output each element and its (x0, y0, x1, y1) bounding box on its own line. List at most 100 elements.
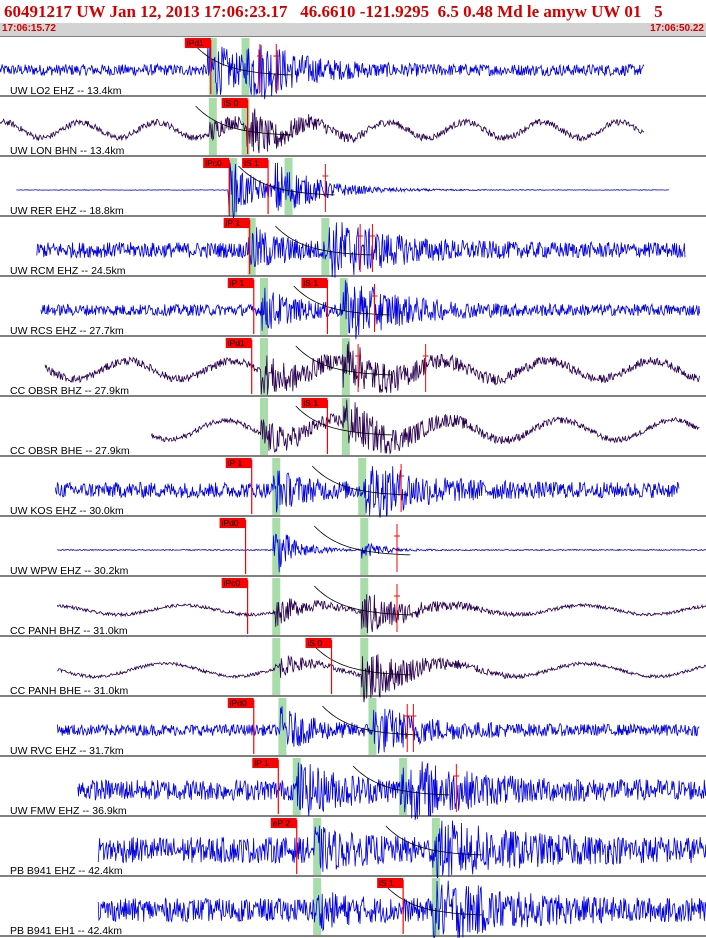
pick-label: iPd1 (187, 38, 204, 48)
theory-p-band (229, 158, 238, 215)
trace-row: iPd1 CC OBSR BHZ -- 27.9km (0, 335, 706, 397)
theory-p-band (292, 758, 301, 815)
waveform-trace (151, 399, 700, 455)
trace-row: iS 0 UW LON BHN -- 13.4km (0, 95, 706, 157)
trace-row: iS 0 CC PANH BHE -- 31.0km (0, 635, 706, 703)
seismogram-panel: iPd1 UW LO2 EHZ -- 13.4km iS 0 UW LON BHN -… (0, 36, 706, 938)
waveform-trace (0, 108, 645, 154)
coda-curve (238, 165, 335, 196)
theory-s-band (321, 218, 330, 275)
header: 60491217 UW Jan 12, 2013 17:06:23.17 46.… (0, 0, 706, 36)
trace-row: iP 1 UW FMW EHZ -- 36.9km (0, 755, 706, 820)
theory-p-band (259, 278, 268, 335)
theory-p-band (313, 818, 322, 875)
pick-box (377, 878, 404, 888)
trace-row: iP 1 UW KOS EHZ -- 30.0km (0, 455, 706, 518)
waveform-trace (44, 341, 700, 395)
waveform-trace (0, 41, 645, 100)
pick-box (221, 98, 248, 108)
waveform-trace (56, 594, 706, 634)
theory-s-band (358, 458, 367, 515)
theory-s-band (241, 38, 250, 95)
coda-curve (195, 45, 292, 76)
pick-box (252, 758, 279, 768)
trace-row: eP 2 PB B941 EHZ -- 42.4km (0, 815, 706, 880)
theory-s-band (341, 398, 350, 455)
pick-label: iS 0 (308, 638, 323, 648)
station-label: CC PANH BHZ -- 31.0km (10, 625, 128, 637)
theory-p-band (208, 98, 217, 155)
station-label: UW RCM EHZ -- 24.5km (10, 265, 126, 277)
pick-box (301, 278, 328, 288)
trace-row: iPd0 UW WPW EHZ -- 30.2km (0, 515, 706, 577)
waveform-trace (54, 466, 680, 518)
station-label: UW RVC EHZ -- 31.7km (10, 745, 124, 757)
waveform-trace (36, 222, 686, 278)
pick-box (301, 398, 328, 408)
pick-label: eP 2 (273, 818, 291, 828)
pick-label: iP 1 (230, 278, 245, 288)
pick-label: iPc0 (224, 578, 241, 588)
pick-label: iS 0 (224, 98, 239, 108)
station-label: UW KOS EHZ -- 30.0km (10, 505, 124, 517)
trace-row: iPc0 CC PANH BHZ -- 31.0km (0, 575, 706, 637)
theory-p-band (259, 338, 268, 395)
theory-s-band (431, 878, 440, 935)
pick-label: iP 1 (226, 218, 241, 228)
trace-row: iPd0 UW RVC EHZ -- 31.7km (0, 695, 706, 757)
pick-label: iPd0 (222, 518, 239, 528)
theory-s-band (360, 638, 369, 695)
theory-p-band (278, 698, 287, 755)
pick-box (184, 38, 211, 48)
station-label: UW FMW EHZ -- 36.9km (10, 805, 127, 817)
pick-box (242, 158, 269, 168)
window-end-time: 17:06:50.22 (650, 23, 704, 34)
pick-box (227, 278, 254, 288)
pick-label: iP 1 (254, 758, 269, 768)
coda-curve (314, 645, 411, 676)
pick-box (225, 458, 252, 468)
station-label: PB B941 EHZ -- 42.4km (10, 865, 123, 877)
pick-label: iPd1 (228, 338, 245, 348)
window-start-time: 17:06:15.72 (2, 23, 56, 34)
coda-curve (314, 585, 411, 616)
station-label: CC OBSR BHE -- 27.9km (10, 445, 130, 457)
coda-curve (275, 225, 372, 256)
station-label: UW LON BHN -- 13.4km (10, 145, 125, 157)
pick-label: iP 1 (228, 458, 243, 468)
trace-row: iPd1 UW LO2 EHZ -- 13.4km (0, 36, 706, 100)
station-label: CC OBSR BHZ -- 27.9km (10, 385, 129, 397)
coda-curve (311, 465, 409, 496)
theory-p-band (272, 638, 281, 695)
event-title: 60491217 UW Jan 12, 2013 17:06:23.17 46.… (4, 2, 663, 21)
theory-p-band (272, 458, 281, 515)
coda-curve (295, 405, 392, 436)
waveform-trace (77, 761, 706, 820)
theory-s-band (360, 518, 369, 575)
pick-label: iPd0 (230, 698, 247, 708)
coda-curve (352, 765, 450, 796)
pick-box (221, 578, 248, 588)
theory-p-band (272, 578, 281, 635)
trace-row: iPc0 iS 1 UW RER EHZ -- 18.8km (0, 155, 706, 219)
station-label: UW RER EHZ -- 18.8km (10, 205, 124, 217)
coda-curve (385, 825, 482, 856)
trace-row: iP 1 UW RCM EHZ -- 24.5km (0, 215, 706, 278)
station-label: UW RCS EHZ -- 27.7km (10, 325, 124, 337)
pick-label: iS 1 (303, 398, 318, 408)
waveform-trace (97, 820, 706, 880)
waveform-trace (57, 533, 706, 573)
pick-label: iS 1 (244, 158, 259, 168)
pick-box (225, 338, 252, 348)
pick-box (227, 698, 254, 708)
pick-box (223, 218, 250, 228)
waveform-trace (97, 880, 706, 938)
coda-curve (295, 345, 392, 376)
time-bar (0, 23, 706, 36)
theory-p-band (272, 518, 281, 575)
station-label: CC PANH BHE -- 31.0km (10, 685, 128, 697)
pick-box (219, 518, 246, 528)
theory-p-band (313, 878, 322, 935)
pick-box (305, 638, 332, 648)
pick-box (270, 818, 297, 828)
